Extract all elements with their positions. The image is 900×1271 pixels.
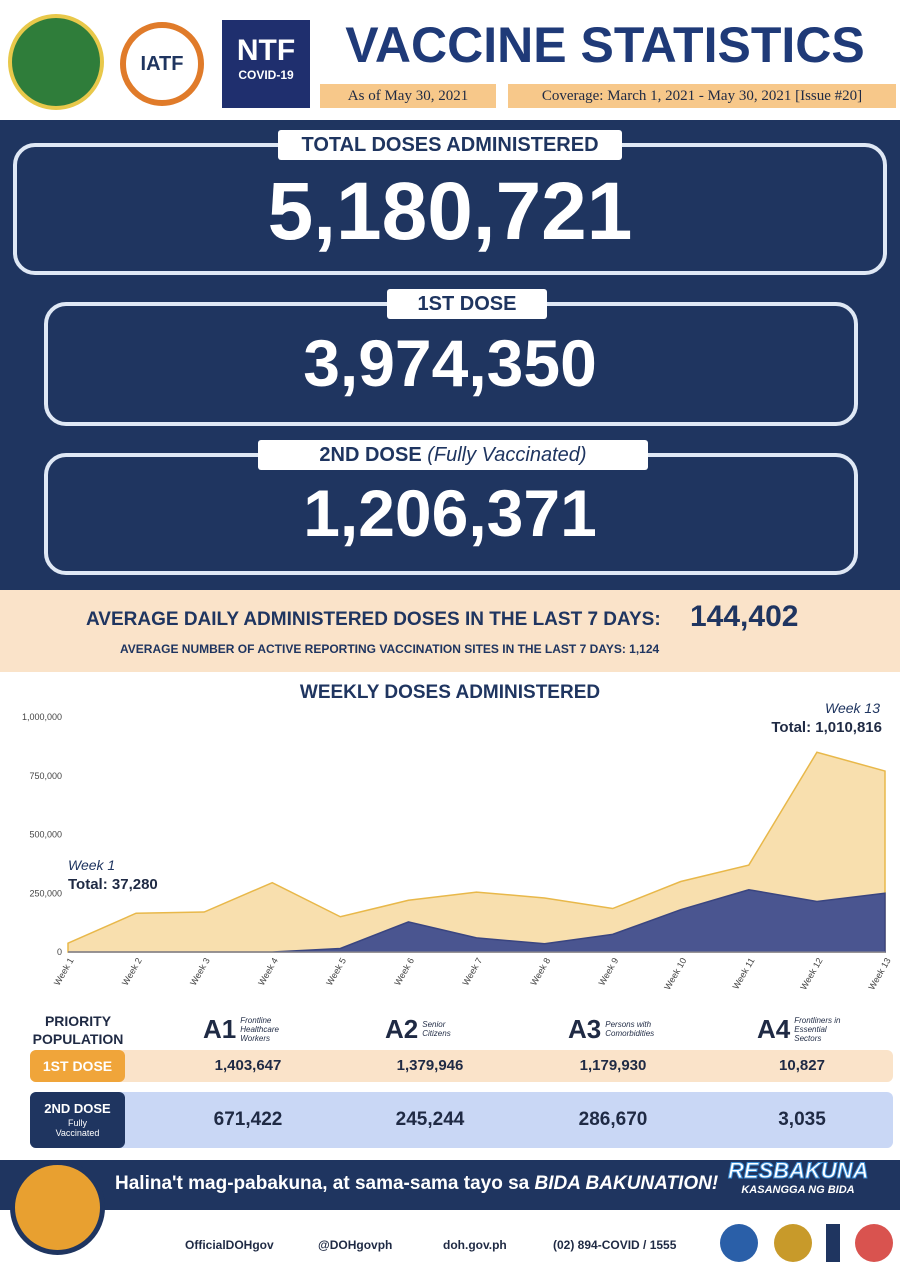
y-tick-label: 250,000 xyxy=(29,888,62,898)
chart-title: WEEKLY DOSES ADMINISTERED xyxy=(300,682,600,703)
as-of: As of May 30, 2021 xyxy=(320,84,496,108)
averages-band xyxy=(0,590,900,672)
seal xyxy=(720,1224,758,1262)
cell: 1,403,647 xyxy=(214,1057,282,1074)
ntf-sub: COVID-19 xyxy=(238,68,294,82)
group-desc: Frontline Healthcare Workers xyxy=(240,1015,279,1043)
cell: 10,827 xyxy=(779,1057,825,1074)
group: A3 Persons with Comorbidities xyxy=(568,1012,657,1046)
ntf-text: NTF xyxy=(236,34,296,67)
total-label: TOTAL DOSES ADMINISTERED xyxy=(278,130,622,160)
y-tick-label: 750,000 xyxy=(29,771,62,781)
link[interactable]: OfficialDOHgov xyxy=(185,1238,274,1252)
cell: 1,379,946 xyxy=(396,1057,464,1074)
x-tick-label: Week 7 xyxy=(460,956,484,987)
y-tick-label: 1,000,000 xyxy=(22,712,62,722)
first-label: 1ST DOSE xyxy=(387,289,547,319)
x-tick-label: Week 11 xyxy=(731,956,757,991)
group: A1 Frontline Healthcare Workers xyxy=(203,1012,292,1046)
annotation-label: Week 13 xyxy=(825,700,880,716)
brand-box: RESBAKUNA KASANGGA NG BIDA xyxy=(728,1158,870,1197)
cell: 245,244 xyxy=(395,1109,465,1130)
annotation-text: Total: 1,010,816 xyxy=(771,719,882,736)
x-tick-label: Week 13 xyxy=(866,956,892,992)
cell: 1,179,930 xyxy=(579,1057,647,1074)
sites-label: AVERAGE NUMBER OF ACTIVE REPORTING VACCI… xyxy=(120,642,626,656)
cell: 286,670 xyxy=(578,1109,648,1130)
second-note: (Fully Vaccinated) xyxy=(427,444,587,466)
x-tick-label: Week 4 xyxy=(256,956,280,987)
area xyxy=(67,751,886,953)
sites-line: AVERAGE NUMBER OF ACTIVE REPORTING VACCI… xyxy=(120,642,659,656)
x-tick-label: Week 3 xyxy=(188,956,212,987)
row-bg xyxy=(30,1092,893,1148)
x-tick-label: Week 6 xyxy=(392,956,416,987)
chart: WEEKLY DOSES ADMINISTERED 0 250,000 500,00… xyxy=(22,682,893,992)
coverage: Coverage: March 1, 2021 - May 30, 2021 [… xyxy=(508,84,896,108)
row-label: 1ST DOSE xyxy=(30,1050,125,1082)
group-code: A4 xyxy=(757,1013,791,1044)
seal xyxy=(855,1224,893,1262)
slogan: Halina't mag-pabakuna, at sama-sama tayo… xyxy=(115,1173,530,1194)
x-tick-label: Week 1 xyxy=(52,956,76,987)
annotation-label: Week 1 xyxy=(68,857,116,873)
annotation-text: Total: 37,280 xyxy=(68,876,158,893)
second-label: 2ND DOSE xyxy=(319,444,422,466)
x-tick-label: Week 8 xyxy=(528,956,552,987)
cell: 671,422 xyxy=(213,1109,283,1130)
row-note: Fully Vaccinated xyxy=(55,1118,100,1138)
group: A2 Senior Citizens xyxy=(385,1012,474,1046)
totals-panel xyxy=(0,120,900,590)
table-header: PRIORITY POPULATION xyxy=(32,1013,124,1047)
title: VACCINE STATISTICS xyxy=(345,17,865,73)
y-tick-label: 500,000 xyxy=(29,830,62,840)
link[interactable]: @DOHgovph xyxy=(318,1238,393,1252)
group: A4 Frontliners in Essential Sectors xyxy=(757,1012,846,1046)
second-value: 1,206,371 xyxy=(303,476,597,550)
plot: 0 250,000 500,000 750,000 1,000,000 Week 1 Wee… xyxy=(22,712,893,992)
y-tick-label: 0 xyxy=(57,947,62,957)
doh-seal xyxy=(8,14,104,110)
slogan-emphasis: BIDA BAKUNATION! xyxy=(534,1173,719,1194)
ntf-logo: NTF COVID-19 xyxy=(222,20,310,108)
link[interactable]: doh.gov.ph xyxy=(443,1238,507,1252)
row-bg xyxy=(30,1050,893,1082)
slogan-line: Halina't mag-pabakuna, at sama-sama tayo… xyxy=(115,1173,718,1195)
total-value: 5,180,721 xyxy=(267,166,633,257)
x-tick-label: Week 9 xyxy=(597,956,621,987)
group-desc: Persons with Comorbidities xyxy=(605,1020,655,1038)
x-tick-label: Week 10 xyxy=(662,956,688,992)
daily-label: AVERAGE DAILY ADMINISTERED DOSES IN THE … xyxy=(86,609,661,630)
x-tick-label: Week 2 xyxy=(120,956,144,987)
seal xyxy=(774,1224,812,1262)
cell: 3,035 xyxy=(778,1109,826,1130)
first-value: 3,974,350 xyxy=(303,326,597,400)
banner xyxy=(0,1160,900,1210)
brand: RESBAKUNA xyxy=(728,1158,870,1184)
mascot xyxy=(10,1160,105,1255)
link: (02) 894-COVID / 1555 xyxy=(553,1238,677,1252)
group-desc: Senior Citizens xyxy=(422,1020,451,1038)
iatf-logo: IATF xyxy=(120,22,204,106)
brand-sub: KASANGGA NG BIDA xyxy=(741,1184,855,1196)
group-desc: Frontliners in Essential Sectors xyxy=(794,1015,841,1043)
group-code: A1 xyxy=(203,1013,237,1044)
row-label: 2ND DOSE xyxy=(44,1101,111,1116)
group-code: A3 xyxy=(568,1013,602,1044)
row-label-box: 2ND DOSE Fully Vaccinated xyxy=(30,1092,125,1148)
daily-value: 144,402 xyxy=(690,600,799,633)
sites-value: 1,124 xyxy=(629,642,660,656)
group-code: A2 xyxy=(385,1013,419,1044)
second-label-pill: 2ND DOSE (Fully Vaccinated) xyxy=(258,440,648,470)
x-tick-label: Week 5 xyxy=(324,956,348,987)
x-tick-label: Week 12 xyxy=(798,956,824,992)
seal xyxy=(826,1224,840,1262)
